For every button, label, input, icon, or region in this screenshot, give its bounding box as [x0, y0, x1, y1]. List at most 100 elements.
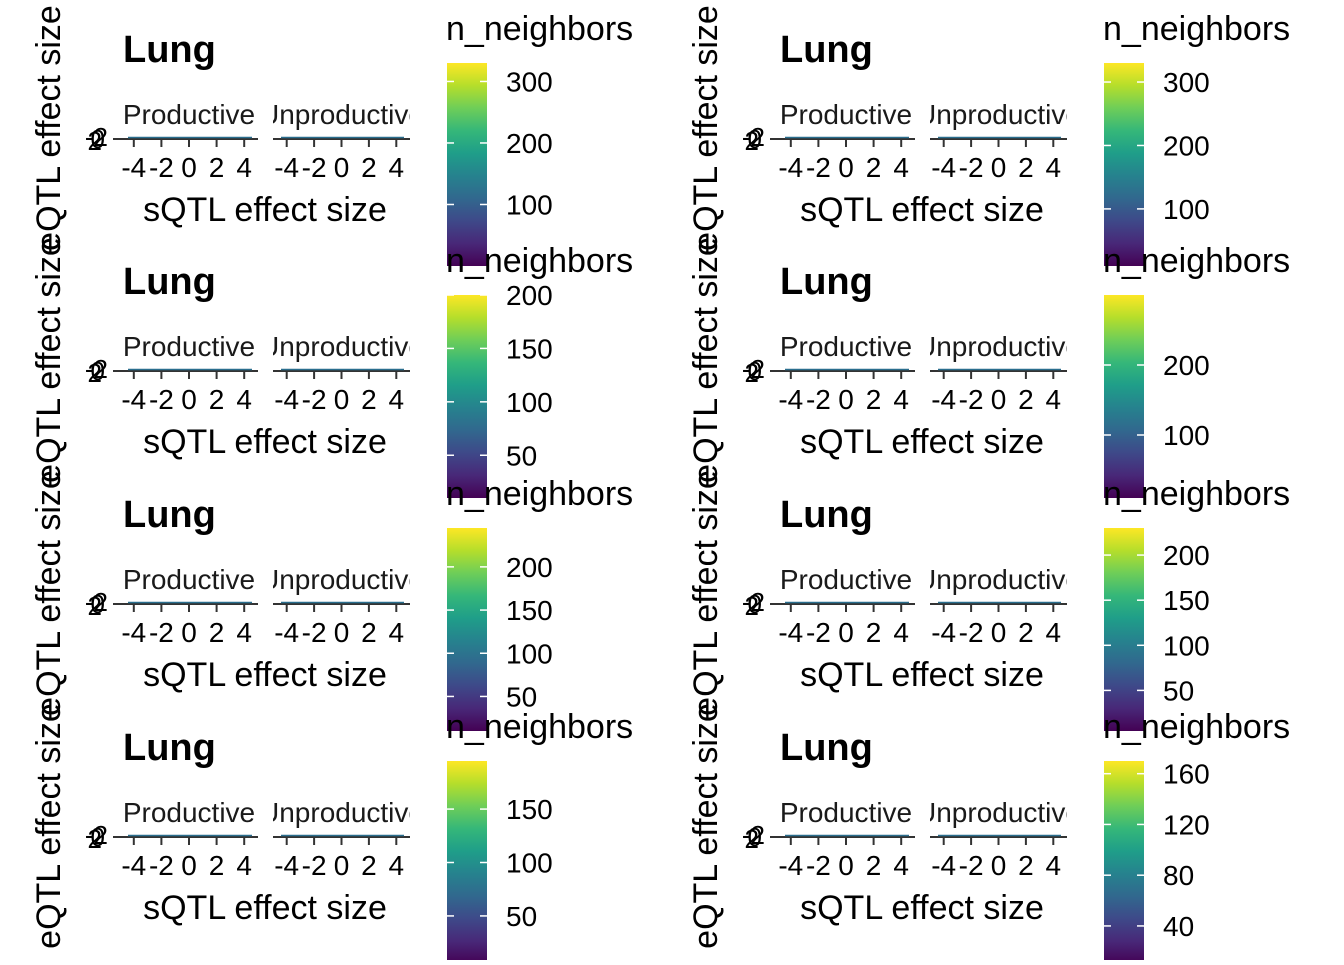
- legend-tick-label: 40: [1163, 911, 1194, 942]
- panel-title: Lung: [123, 494, 216, 536]
- x-tick-label: 4: [893, 384, 909, 415]
- y-tick-label: 0: [748, 124, 762, 154]
- x-tick-label: 2: [209, 384, 225, 415]
- legend-tick-label: 300: [1163, 67, 1210, 98]
- x-tick-label: -2: [149, 617, 174, 648]
- y-tick-label: 2: [745, 591, 759, 621]
- legend-tick-label: 50: [1163, 675, 1194, 706]
- x-tick-label: 2: [209, 152, 225, 183]
- legend-title: n_neighbors: [1103, 242, 1290, 280]
- x-tick-label: 0: [181, 850, 197, 881]
- legend-title: n_neighbors: [1103, 708, 1290, 746]
- x-tick-label: -4: [121, 850, 146, 881]
- legend-colorbar: [1104, 761, 1144, 964]
- x-tick-label: 0: [991, 850, 1007, 881]
- legend-tick-label: 200: [506, 552, 553, 583]
- x-tick-label: 2: [1018, 152, 1034, 183]
- x-tick-label: 4: [389, 384, 405, 415]
- legend-title: n_neighbors: [446, 708, 633, 746]
- legend-title: n_neighbors: [1103, 10, 1290, 48]
- legend-colorbar: [447, 761, 487, 964]
- legend-title: n_neighbors: [1103, 475, 1290, 513]
- x-axis-label: sQTL effect size: [800, 191, 1044, 229]
- x-tick-label: 4: [389, 850, 405, 881]
- x-tick-label: 4: [893, 850, 909, 881]
- y-tick-label: -2: [742, 122, 765, 152]
- y-axis-label: eQTL effect size: [30, 470, 68, 716]
- legend-tick-label: 100: [1163, 194, 1210, 225]
- x-axis-label: sQTL effect size: [143, 191, 387, 229]
- x-tick-label: 2: [1018, 617, 1034, 648]
- panel-title: Lung: [123, 29, 216, 71]
- x-tick-label: 2: [866, 152, 882, 183]
- x-tick-label: 2: [209, 850, 225, 881]
- x-tick-label: -4: [121, 384, 146, 415]
- y-tick-label: -2: [742, 354, 765, 384]
- x-tick-label: -4: [778, 617, 803, 648]
- x-tick-label: 0: [181, 152, 197, 183]
- x-tick-label: -2: [302, 384, 327, 415]
- legend-tick-label: 200: [506, 280, 553, 311]
- x-tick-label: 2: [1018, 850, 1034, 881]
- x-tick-label: 0: [334, 152, 350, 183]
- legend-tick-label: 100: [506, 189, 553, 220]
- y-tick-label: 0: [748, 589, 762, 619]
- x-tick-label: 4: [893, 617, 909, 648]
- facet-strip-label: Productive: [123, 331, 255, 362]
- facet-strip-label: Productive: [123, 99, 255, 130]
- legend-tick-label: 300: [506, 66, 553, 97]
- x-tick-label: -4: [778, 152, 803, 183]
- x-tick-label: -4: [931, 152, 956, 183]
- x-axis-label: sQTL effect size: [800, 889, 1044, 927]
- legend-tick-label: 50: [506, 440, 537, 471]
- facet-strip-label: Unproductive: [916, 797, 1081, 828]
- panel-title: Lung: [123, 261, 216, 303]
- panel-title: Lung: [780, 727, 873, 769]
- x-tick-label: 2: [866, 384, 882, 415]
- y-tick-label: -2: [85, 820, 108, 850]
- legend-tick-label: 100: [1163, 420, 1210, 451]
- y-tick-label: -2: [742, 820, 765, 850]
- x-axis-label: sQTL effect size: [143, 423, 387, 461]
- x-tick-label: -2: [959, 850, 984, 881]
- legend-title: n_neighbors: [446, 242, 633, 280]
- x-tick-label: -2: [806, 152, 831, 183]
- y-tick-label: -2: [85, 587, 108, 617]
- legend-tick-label: 50: [506, 681, 537, 712]
- legend-tick-label: 200: [1163, 540, 1210, 571]
- x-tick-label: -4: [121, 617, 146, 648]
- legend-tick-label: 150: [506, 595, 553, 626]
- x-tick-label: -4: [274, 617, 299, 648]
- x-tick-label: 0: [334, 617, 350, 648]
- facet-strip-label: Productive: [780, 99, 912, 130]
- x-tick-label: -2: [149, 850, 174, 881]
- y-axis-label: eQTL effect size: [687, 5, 725, 251]
- x-tick-label: 0: [838, 384, 854, 415]
- panel-title: Lung: [780, 261, 873, 303]
- x-tick-label: -4: [931, 850, 956, 881]
- legend-tick-label: 150: [506, 333, 553, 364]
- x-tick-label: 0: [334, 384, 350, 415]
- y-axis-label: eQTL effect size: [687, 470, 725, 716]
- legend-tick-label: 100: [1163, 630, 1210, 661]
- y-tick-label: 2: [88, 591, 102, 621]
- x-tick-label: 4: [389, 152, 405, 183]
- x-tick-label: -2: [149, 384, 174, 415]
- facet-strip-label: Unproductive: [916, 331, 1081, 362]
- x-tick-label: -2: [806, 617, 831, 648]
- y-tick-label: 0: [748, 822, 762, 852]
- x-tick-label: 0: [991, 152, 1007, 183]
- legend-colorbar: [1104, 295, 1144, 498]
- x-tick-label: -2: [302, 850, 327, 881]
- x-tick-label: 2: [361, 152, 377, 183]
- legend-tick-label: 200: [1163, 130, 1210, 161]
- legend-tick-label: 200: [1163, 350, 1210, 381]
- facet-strip-label: Unproductive: [259, 331, 424, 362]
- y-tick-label: 0: [91, 589, 105, 619]
